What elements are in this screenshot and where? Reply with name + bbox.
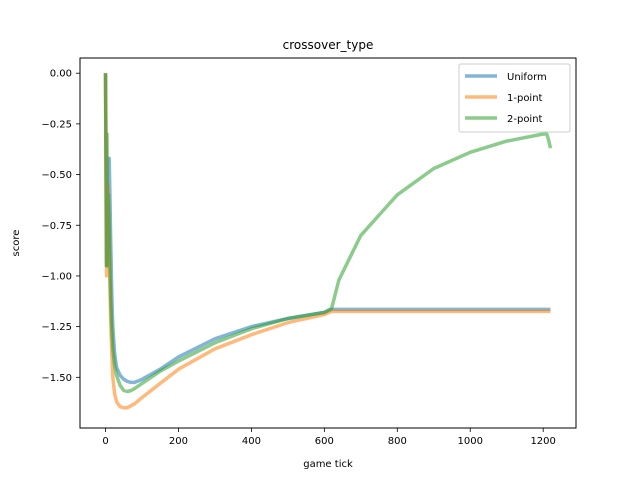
x-tick-label: 1000 <box>458 436 483 447</box>
y-tick-label: −1.00 <box>41 271 72 282</box>
y-tick-label: −0.50 <box>41 170 72 181</box>
x-tick-label: 200 <box>169 436 188 447</box>
legend-label-1: 1-point <box>507 93 543 104</box>
plot-lines <box>103 73 553 410</box>
y-axis: 0.00 −0.25 −0.50 −0.75 −1.00 −1.25 −1.50 <box>41 69 80 384</box>
legend-box <box>458 63 571 133</box>
x-tick-label: 0 <box>102 436 108 447</box>
legend: Uniform 1-point 2-point <box>458 63 571 133</box>
y-tick-label: −0.75 <box>41 221 72 232</box>
x-tick-label: 400 <box>242 436 261 447</box>
y-tick-label: −0.25 <box>41 119 72 130</box>
y-tick-label: −1.50 <box>41 373 72 384</box>
y-tick-label: −1.25 <box>41 322 72 333</box>
legend-label-0: Uniform <box>507 72 547 83</box>
y-axis-label: score <box>11 230 22 257</box>
x-axis: 0 200 400 600 800 1000 1200 <box>102 428 556 447</box>
x-tick-label: 1200 <box>530 436 555 447</box>
chart-title: crossover_type <box>283 38 374 52</box>
x-axis-label: game tick <box>303 459 353 470</box>
legend-label-2: 2-point <box>507 114 543 125</box>
x-tick-label: 600 <box>315 436 334 447</box>
series-line-2 <box>103 73 553 394</box>
y-tick-label: 0.00 <box>50 69 72 80</box>
plot-frame <box>79 57 577 429</box>
x-tick-label: 800 <box>388 436 407 447</box>
